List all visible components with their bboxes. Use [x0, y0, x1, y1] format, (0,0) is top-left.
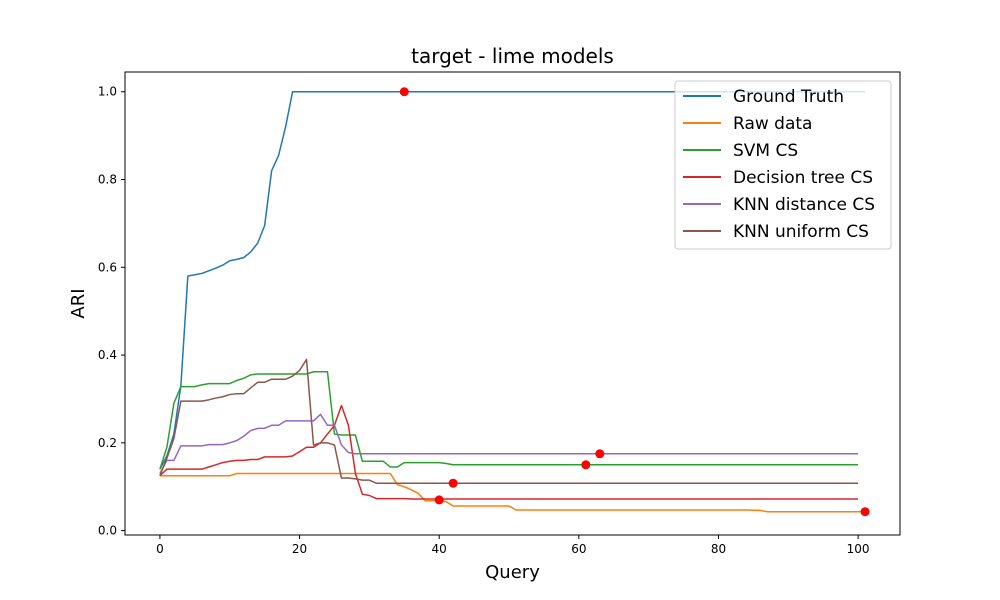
series-line-ground-truth: [159, 91, 866, 470]
chart-title: target - lime models: [411, 44, 614, 68]
legend-label-knn-distance-cs: KNN distance CS: [733, 195, 875, 215]
series-line-raw-data: [159, 472, 866, 513]
x-tick-label: 40: [432, 542, 447, 556]
plot-frame: [124, 71, 901, 536]
y-tick-label: 1.0: [98, 85, 117, 99]
x-tick-label: 60: [571, 542, 586, 556]
series-line-knn-distance-cs: [159, 413, 859, 474]
legend-label-decision-tree-cs: Decision tree CS: [733, 168, 873, 188]
legend: Ground Truth Raw data SVM CS Decision tree …: [674, 80, 892, 250]
plot-area: [159, 87, 870, 517]
x-tick-label: 20: [292, 542, 307, 556]
legend-frame: [674, 80, 892, 250]
x-tick-label: 80: [711, 542, 726, 556]
legend-label-svm-cs: SVM CS: [733, 141, 798, 161]
y-axis-label: ARI: [68, 288, 89, 318]
y-axis: 0.0 0.2 0.4 0.6 0.8 1.0: [98, 85, 125, 538]
series-line-decision-tree-cs: [159, 404, 859, 500]
x-axis: 0 20 40 60 80 100: [156, 535, 870, 556]
x-tick-label: 0: [156, 542, 164, 556]
y-tick-label: 0.8: [98, 173, 117, 187]
y-tick-label: 0.2: [98, 436, 117, 450]
x-tick-label: 100: [847, 542, 870, 556]
marker-knn-uniform-cs: [448, 478, 458, 488]
marker-svm-cs: [581, 460, 591, 470]
legend-label-ground-truth: Ground Truth: [733, 87, 844, 107]
series-line-svm-cs: [159, 370, 859, 470]
x-axis-label: Query: [485, 562, 540, 583]
legend-label-raw-data: Raw data: [733, 114, 812, 134]
marker-knn-distance-cs: [595, 449, 605, 459]
y-tick-label: 0.4: [98, 348, 117, 362]
y-tick-label: 0.6: [98, 260, 117, 274]
series-line-knn-uniform-cs: [159, 358, 859, 484]
marker-decision-tree-cs: [434, 495, 444, 505]
marker-ground-truth: [399, 87, 409, 97]
legend-label-knn-uniform-cs: KNN uniform CS: [733, 222, 869, 242]
marker-raw-data: [860, 507, 870, 517]
y-tick-label: 0.0: [98, 524, 117, 538]
